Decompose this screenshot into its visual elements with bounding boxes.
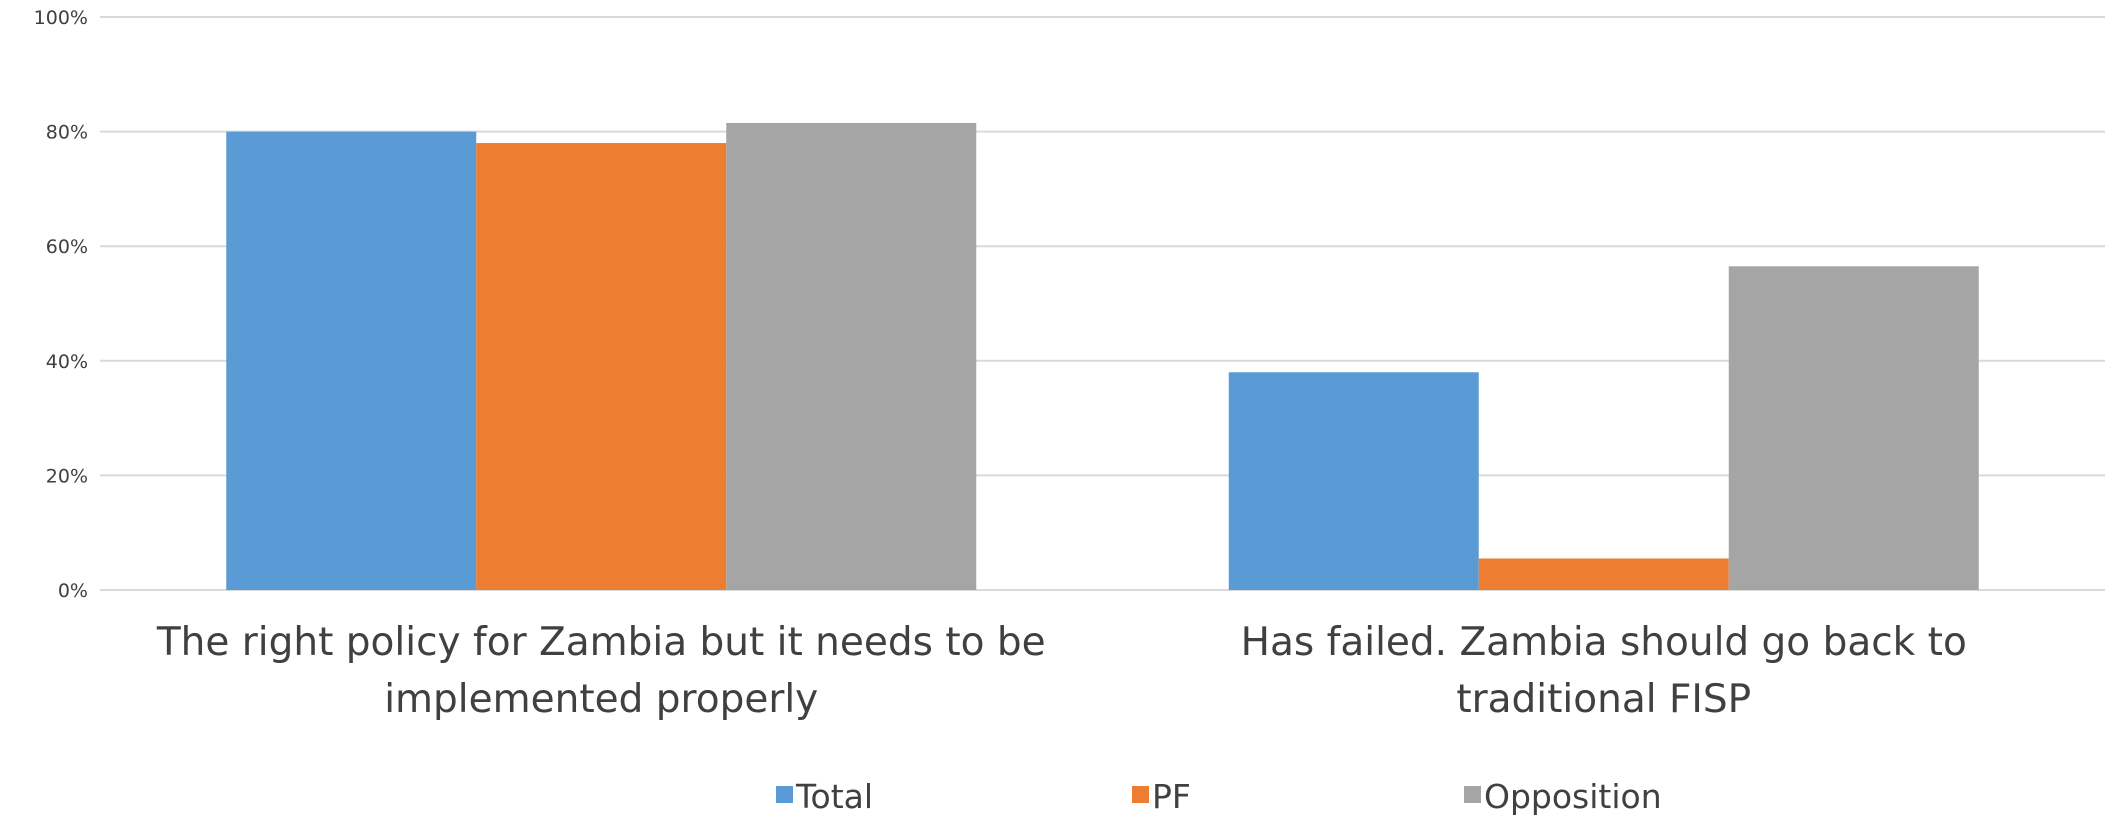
y-tick-label: 40% [46,351,88,373]
bar-total-2 [1228,372,1479,590]
y-tick-label: 80% [46,122,88,144]
bar-total-1 [226,131,477,590]
y-axis-tick-labels: 0% 20% 40% 60% 80% 100% [34,7,88,602]
bar-opposition-1 [726,123,977,590]
legend: Total PF Opposition [776,777,1662,815]
bar-pf-1 [476,143,727,590]
category-label: The right policy for Zambia but it needs… [156,620,1046,722]
legend-label-opposition: Opposition [1484,777,1662,815]
bar-opposition-2 [1728,266,1979,590]
bars [226,123,1979,590]
category-labels: The right policy for Zambia but it needs… [156,620,1967,722]
legend-swatch-opposition [1464,786,1481,803]
y-tick-label: 60% [46,236,88,258]
legend-label-total: Total [795,777,873,815]
bar-pf-2 [1478,558,1729,590]
y-tick-label: 20% [46,465,88,487]
legend-label-pf: PF [1152,777,1191,815]
legend-swatch-total [776,786,793,803]
y-tick-label: 100% [34,7,88,29]
category-label: Has failed. Zambia should go back to trad… [1241,620,1967,722]
legend-swatch-pf [1132,786,1149,803]
y-tick-label: 0% [58,580,88,602]
